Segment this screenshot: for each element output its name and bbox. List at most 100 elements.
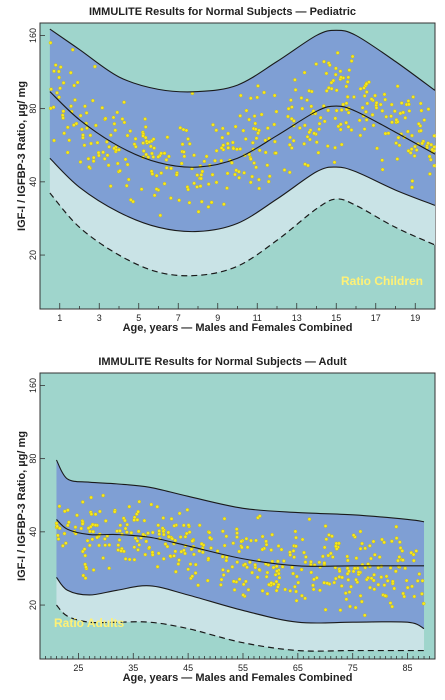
data-point — [344, 591, 348, 595]
data-point — [164, 158, 169, 162]
data-point — [221, 143, 226, 147]
data-point — [351, 533, 356, 537]
data-point — [199, 176, 203, 181]
data-point — [66, 508, 70, 512]
data-point — [97, 153, 101, 158]
data-point — [374, 101, 379, 105]
data-point — [159, 151, 163, 156]
data-point — [144, 152, 148, 157]
data-point — [326, 553, 330, 558]
data-point — [266, 126, 270, 130]
data-point — [112, 510, 117, 514]
data-point — [230, 565, 235, 569]
data-point — [269, 548, 273, 552]
data-point — [274, 579, 279, 584]
data-point — [219, 577, 224, 582]
data-point — [331, 555, 335, 559]
data-point — [206, 205, 211, 209]
data-point — [69, 70, 73, 75]
data-point — [154, 187, 159, 191]
data-point — [410, 133, 414, 138]
reference-band-outer — [56, 577, 425, 652]
data-point — [260, 534, 265, 539]
data-point — [192, 181, 196, 186]
data-point — [81, 549, 85, 554]
data-point — [215, 549, 220, 553]
data-point — [409, 147, 414, 151]
data-point — [308, 137, 312, 142]
data-point — [302, 70, 307, 75]
data-point — [235, 560, 239, 564]
data-point — [312, 577, 316, 582]
data-point — [272, 122, 276, 127]
data-point — [363, 565, 367, 570]
data-point — [305, 98, 309, 102]
data-point — [253, 121, 257, 126]
x-tick-label: 15 — [331, 313, 341, 323]
data-point — [273, 139, 277, 144]
data-point — [135, 518, 140, 522]
data-point — [369, 556, 373, 561]
data-point — [389, 114, 393, 118]
data-point — [346, 558, 350, 563]
data-point — [303, 560, 308, 564]
data-point — [403, 566, 407, 571]
data-point — [330, 534, 334, 538]
data-point — [62, 531, 67, 536]
data-point — [365, 577, 369, 582]
data-point — [294, 544, 298, 548]
data-point — [401, 558, 405, 562]
data-point — [65, 150, 70, 155]
data-point — [323, 607, 328, 612]
data-point — [255, 575, 260, 580]
data-point — [238, 114, 242, 118]
data-point — [237, 176, 241, 180]
data-point — [125, 522, 129, 527]
data-point — [200, 169, 205, 174]
data-point — [135, 539, 140, 543]
data-point — [390, 120, 394, 124]
data-point — [288, 550, 292, 554]
data-point — [105, 153, 110, 158]
data-point — [241, 582, 246, 587]
data-point — [209, 200, 214, 205]
data-point — [363, 546, 367, 551]
x-tick-label: 13 — [292, 313, 302, 323]
data-point — [202, 159, 207, 164]
x-tick-label: 25 — [73, 663, 83, 673]
data-point — [184, 128, 189, 133]
data-point — [408, 151, 413, 155]
data-point — [222, 516, 227, 521]
data-point — [89, 512, 94, 516]
data-point — [224, 558, 229, 563]
data-point — [174, 569, 178, 574]
data-point — [198, 184, 203, 188]
y-tick-label: 20 — [28, 600, 38, 610]
data-point — [55, 524, 59, 529]
data-point — [294, 589, 298, 594]
data-point — [231, 579, 236, 584]
upper-limit-line — [49, 28, 436, 93]
data-point — [324, 71, 329, 76]
data-point — [347, 569, 351, 574]
data-point — [282, 168, 287, 172]
data-point — [222, 543, 227, 548]
data-point — [115, 110, 119, 115]
data-point — [336, 124, 341, 129]
data-point — [393, 109, 397, 113]
data-point — [420, 579, 425, 583]
data-point — [125, 133, 130, 138]
data-point — [339, 108, 344, 112]
data-point — [406, 129, 410, 134]
data-point — [334, 576, 338, 581]
data-point — [180, 142, 185, 147]
data-point — [151, 137, 156, 141]
data-point — [311, 583, 315, 588]
data-point — [398, 540, 402, 544]
data-point — [344, 597, 349, 601]
data-point — [259, 112, 264, 117]
data-point — [49, 87, 53, 91]
data-point — [410, 584, 414, 589]
data-point — [253, 563, 257, 567]
data-point — [328, 63, 332, 67]
